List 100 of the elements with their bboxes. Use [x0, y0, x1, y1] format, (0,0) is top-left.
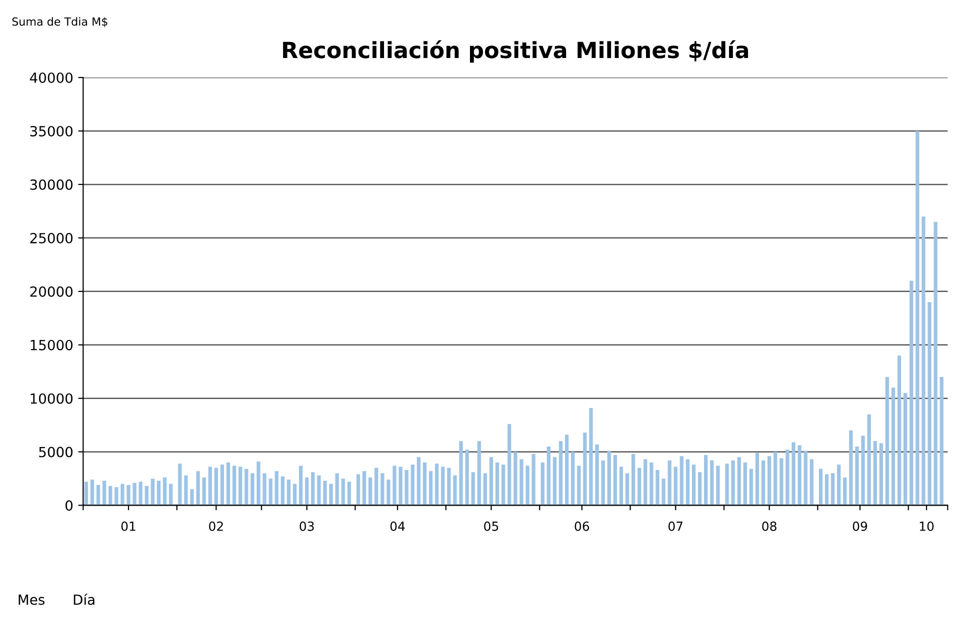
bar — [489, 457, 494, 506]
bar — [508, 424, 512, 506]
bar — [386, 480, 390, 506]
bar — [552, 457, 557, 506]
bar — [226, 462, 230, 506]
bar — [329, 484, 333, 506]
bar — [922, 216, 926, 506]
bar — [755, 452, 760, 506]
bar — [540, 462, 544, 506]
bar — [867, 414, 871, 506]
bar — [737, 457, 741, 506]
bar — [798, 445, 802, 506]
bar — [202, 477, 206, 506]
bar — [934, 222, 938, 506]
bar — [483, 473, 487, 506]
bar — [368, 477, 372, 506]
bar — [441, 466, 445, 506]
bar — [564, 434, 569, 506]
y-tick-label: 5000 — [39, 446, 73, 458]
bar — [286, 480, 291, 506]
bar — [465, 450, 469, 506]
bar — [849, 430, 853, 506]
bar — [749, 468, 753, 506]
bar — [311, 472, 315, 506]
bar — [725, 464, 729, 506]
bar — [792, 442, 796, 506]
bar — [114, 487, 118, 506]
bar — [416, 457, 420, 506]
text: Mes — [18, 594, 44, 605]
bar — [256, 461, 260, 506]
bar — [323, 480, 327, 506]
bar — [514, 452, 518, 506]
bar — [280, 476, 284, 506]
bar — [471, 472, 475, 506]
bar — [768, 456, 772, 506]
bar — [220, 464, 224, 506]
bar — [459, 441, 463, 506]
bar — [810, 459, 814, 506]
x-tick-label: 09 — [852, 521, 868, 531]
bar — [274, 471, 278, 506]
bar — [232, 466, 236, 506]
bar — [380, 473, 384, 506]
bar — [362, 471, 366, 506]
bar — [208, 466, 212, 506]
bar — [244, 468, 248, 506]
x-tick-label: 04 — [390, 521, 405, 531]
bar — [589, 408, 593, 506]
bar — [392, 466, 396, 506]
bar — [638, 468, 642, 506]
bar — [404, 470, 408, 506]
bar — [292, 484, 297, 506]
bar — [558, 441, 563, 506]
bar — [238, 466, 242, 506]
bar — [601, 460, 605, 506]
bar — [435, 464, 439, 506]
bar — [250, 473, 254, 506]
bar — [861, 436, 865, 506]
bar — [571, 452, 575, 506]
bar — [928, 302, 932, 506]
bar — [873, 441, 877, 506]
x-tick-label: 10 — [920, 521, 934, 531]
x-tick-label: 07 — [668, 521, 682, 531]
bar — [162, 477, 167, 506]
bar — [940, 376, 944, 506]
bar — [447, 468, 451, 506]
bar — [398, 466, 402, 506]
bar — [613, 455, 617, 506]
bar — [144, 486, 148, 506]
y-tick-label: 20000 — [30, 286, 73, 297]
bar — [120, 484, 124, 506]
text: Suma de Tdia M$ — [12, 17, 108, 28]
x-tick-label: 03 — [300, 521, 314, 531]
bar — [428, 471, 433, 506]
bar — [169, 484, 173, 506]
bar — [595, 444, 599, 506]
bar — [879, 443, 883, 506]
bar — [916, 130, 920, 506]
bar — [761, 460, 766, 506]
chart-title: Reconciliación positiva Miliones $/día — [283, 40, 748, 63]
bar — [668, 460, 672, 506]
x-tick-label: 02 — [209, 521, 223, 531]
bar — [126, 484, 130, 506]
y-tick-label: 35000 — [30, 126, 73, 136]
bar — [96, 484, 100, 506]
bar — [885, 376, 890, 506]
bar — [214, 468, 218, 506]
bar — [477, 441, 481, 506]
bar — [410, 464, 414, 506]
bar — [262, 473, 266, 506]
bar — [774, 452, 778, 506]
bar — [156, 480, 161, 506]
bar — [625, 473, 630, 506]
bar — [341, 478, 345, 506]
bar — [138, 482, 142, 506]
bar — [583, 432, 587, 506]
bar — [108, 486, 112, 506]
text: Día — [74, 594, 94, 605]
y-tick-label: 40000 — [30, 72, 73, 83]
bar — [897, 356, 902, 506]
y-tick-label: 25000 — [30, 232, 73, 244]
